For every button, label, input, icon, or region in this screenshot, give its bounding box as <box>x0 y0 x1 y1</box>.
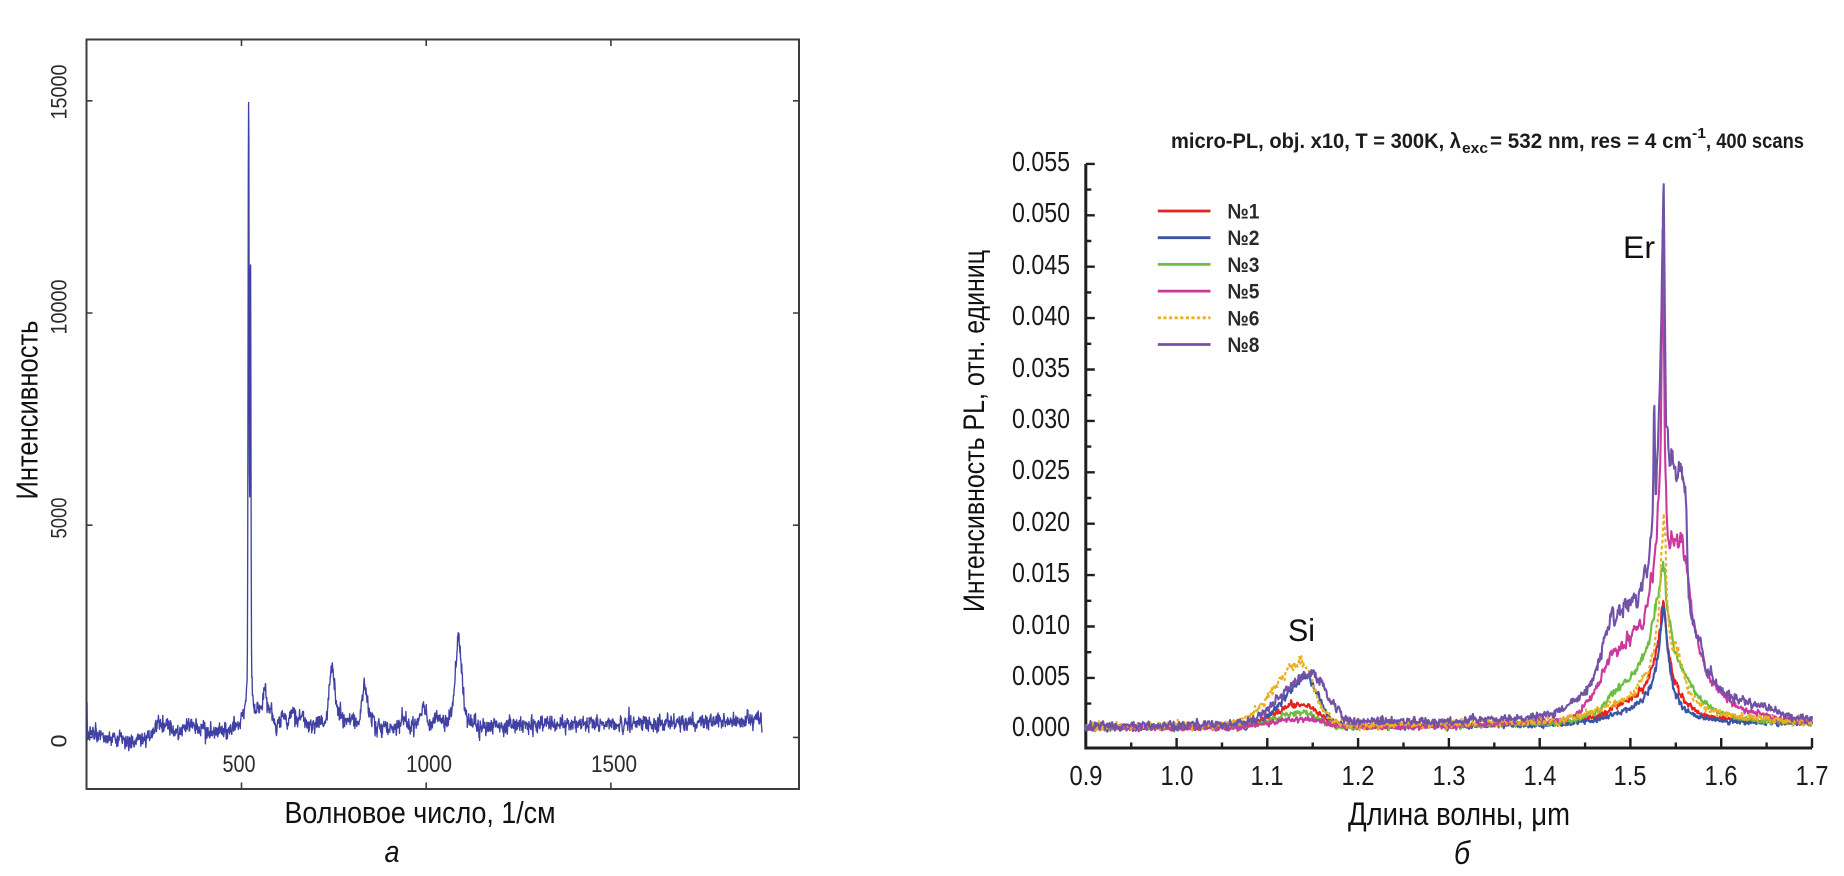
svg-text:1.1: 1.1 <box>1251 760 1284 791</box>
svg-text:0.040: 0.040 <box>1012 300 1070 331</box>
svg-text:0.010: 0.010 <box>1012 609 1070 640</box>
svg-text:15000: 15000 <box>47 65 72 120</box>
svg-text:0.000: 0.000 <box>1012 711 1070 742</box>
svg-text:0.9: 0.9 <box>1070 760 1103 791</box>
svg-text:= 532 nm, res = 4 cm: = 532 nm, res = 4 cm <box>1490 129 1692 153</box>
svg-text:0.025: 0.025 <box>1012 454 1070 485</box>
svg-text:1000: 1000 <box>406 751 452 778</box>
svg-text:1.2: 1.2 <box>1342 760 1375 791</box>
svg-text:10000: 10000 <box>47 280 72 335</box>
svg-text:1.4: 1.4 <box>1524 760 1557 791</box>
svg-text:Волновое число, 1/см: Волновое число, 1/см <box>285 795 556 830</box>
svg-text:1.0: 1.0 <box>1161 760 1194 791</box>
svg-text:0.005: 0.005 <box>1012 660 1070 691</box>
svg-text:№6: №6 <box>1227 307 1259 330</box>
svg-text:№3: №3 <box>1227 254 1259 277</box>
svg-text:0: 0 <box>47 735 72 748</box>
svg-text:Si: Si <box>1288 612 1315 648</box>
svg-text:0.055: 0.055 <box>1012 146 1070 177</box>
svg-text:1500: 1500 <box>591 751 637 778</box>
svg-text:Длина волны, μm: Длина волны, μm <box>1348 796 1570 832</box>
svg-text:500: 500 <box>223 751 256 778</box>
svg-text:№2: №2 <box>1227 227 1259 250</box>
svg-text:№8: №8 <box>1227 334 1259 357</box>
svg-text:1.7: 1.7 <box>1796 760 1829 791</box>
svg-text:Интенсивность PL, отн. единиц: Интенсивность PL, отн. единиц <box>958 250 991 612</box>
svg-text:б: б <box>1454 835 1471 871</box>
svg-text:1.6: 1.6 <box>1705 760 1738 791</box>
svg-text:0.035: 0.035 <box>1012 352 1070 383</box>
svg-text:№1: №1 <box>1227 201 1259 224</box>
svg-text:0.045: 0.045 <box>1012 249 1070 280</box>
svg-text:0.030: 0.030 <box>1012 403 1070 434</box>
svg-text:, 400 scans: , 400 scans <box>1706 129 1804 153</box>
svg-text:5000: 5000 <box>47 498 72 539</box>
svg-text:exc: exc <box>1462 140 1488 157</box>
svg-text:0.020: 0.020 <box>1012 506 1070 537</box>
svg-text:1.5: 1.5 <box>1614 760 1647 791</box>
svg-text:-1: -1 <box>1692 125 1706 142</box>
svg-text:0.050: 0.050 <box>1012 197 1070 228</box>
svg-text:№5: №5 <box>1227 281 1259 304</box>
svg-text:1.3: 1.3 <box>1433 760 1466 791</box>
svg-text:0.015: 0.015 <box>1012 557 1070 588</box>
svg-text:micro-PL, obj. x10, T = 300K,: micro-PL, obj. x10, T = 300K, λ <box>1171 129 1461 153</box>
svg-text:Интенсивность: Интенсивность <box>10 321 45 500</box>
svg-text:а: а <box>385 834 400 869</box>
svg-text:Er: Er <box>1623 229 1655 265</box>
